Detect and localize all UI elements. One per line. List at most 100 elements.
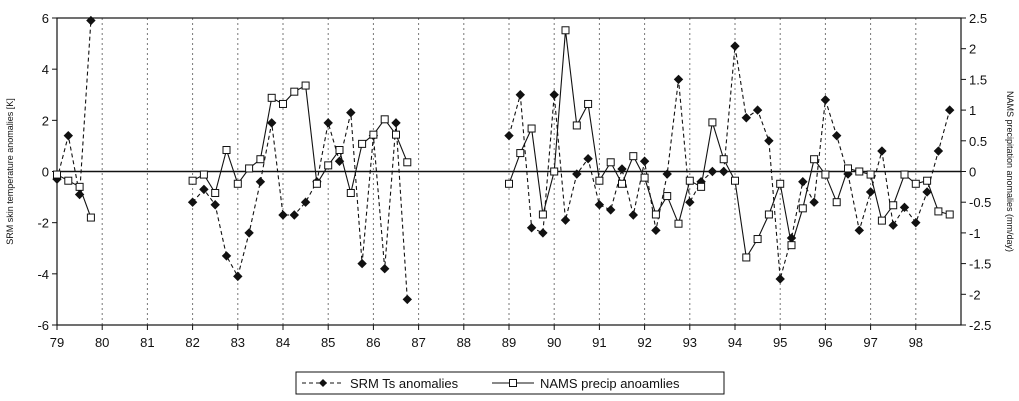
srm-data-point (854, 225, 865, 236)
nams-data-point (866, 170, 875, 179)
x-tick-label: 90 (547, 335, 561, 350)
x-tick-label: 82 (185, 335, 199, 350)
nams-data-point (798, 204, 807, 213)
nams-data-point (618, 179, 626, 188)
nams-data-point (245, 164, 254, 173)
nams-data-point (911, 179, 920, 188)
nams-data-point (595, 176, 604, 185)
nams-data-point (335, 146, 344, 155)
srm-data-point (605, 205, 616, 215)
nams-data-point (923, 176, 932, 185)
y-tick-label: 6 (42, 11, 49, 26)
nams-data-point (550, 167, 559, 176)
srm-data-point (526, 223, 537, 233)
srm-data-point (357, 258, 367, 269)
srm-data-point (899, 202, 910, 213)
nams-data-point (651, 210, 660, 219)
nams-data-point (527, 124, 536, 133)
srm-data-point (820, 95, 831, 105)
nams-data-point (75, 182, 84, 191)
nams-data-point (731, 176, 739, 185)
y2-tick-label: -1 (969, 226, 981, 241)
x-tick-label: 83 (231, 335, 245, 350)
nams-data-point (685, 176, 694, 185)
nams-data-point (369, 130, 378, 139)
srm-data-point (63, 130, 74, 141)
srm-data-point (673, 74, 684, 85)
x-tick-label: 85 (321, 335, 335, 350)
srm-data-point (515, 90, 526, 100)
nams-data-point (516, 149, 525, 158)
srm-data-point (402, 294, 413, 305)
nams-data-point (312, 179, 321, 188)
y2-tick-label: 2 (969, 42, 976, 57)
nams-data-point (380, 115, 389, 124)
srm-data-point (944, 105, 955, 115)
y-tick-label: 0 (42, 165, 49, 180)
nams-data-point (855, 167, 864, 176)
x-tick-label: 91 (592, 335, 606, 350)
y2-tick-label: 0.5 (969, 134, 987, 149)
srm-data-point (617, 164, 627, 174)
nams-data-point (279, 99, 287, 108)
srm-data-point (831, 130, 842, 141)
nams-data-point (267, 93, 276, 102)
x-tick-label: 89 (502, 335, 516, 350)
x-tick-label: 88 (457, 335, 471, 350)
y2-tick-label: -0.5 (969, 195, 991, 210)
x-tick-label: 84 (276, 335, 290, 350)
srm-data-point (233, 271, 243, 282)
nams-data-point (538, 210, 547, 219)
nams-data-point (832, 198, 841, 207)
nams-data-point (324, 161, 333, 170)
nams-data-point (719, 155, 728, 164)
srm-data-point (764, 136, 774, 146)
srm-data-point (933, 146, 944, 156)
legend-label-nams: NAMS precip anoamlies (540, 376, 680, 391)
srm-data-point (922, 187, 932, 197)
nams-data-point (346, 188, 355, 197)
x-tick-label: 93 (683, 335, 697, 350)
srm-data-point (741, 113, 752, 123)
y2-tick-label: 1.5 (969, 72, 987, 87)
srm-data-point (86, 15, 96, 26)
nams-data-point (629, 152, 638, 161)
srm-data-point (560, 215, 571, 225)
nams-data-point (222, 146, 231, 155)
legend-label-srm: SRM Ts anomalies (350, 376, 459, 391)
y2-tick-label: 0 (969, 165, 976, 180)
nams-data-point (392, 130, 400, 139)
nams-series-line (508, 30, 950, 260)
nams-data-point (764, 210, 773, 219)
x-tick-label: 97 (863, 335, 877, 350)
nams-data-point (233, 179, 242, 188)
srm-data-point (278, 210, 288, 220)
legend-marker-nams (509, 379, 517, 387)
srm-series-line (56, 20, 92, 195)
nams-data-point (211, 188, 220, 197)
nams-data-point (199, 170, 208, 179)
nams-data-point (301, 81, 310, 90)
srm-data-point (187, 197, 198, 207)
srm-series-line (508, 46, 951, 280)
srm-data-point (221, 251, 232, 261)
nams-data-point (188, 176, 197, 185)
nams-data-point (877, 216, 886, 225)
srm-data-point (583, 154, 593, 164)
srm-data-point (775, 274, 785, 284)
y-tick-label: 2 (42, 113, 49, 128)
nams-data-point (889, 201, 898, 210)
nams-data-point (934, 207, 943, 216)
nams-data-point (505, 179, 513, 188)
nams-series-line (56, 174, 92, 218)
nams-data-point (256, 155, 265, 164)
y-tick-label: -4 (37, 267, 49, 282)
srm-data-point (266, 118, 277, 128)
nams-data-point (674, 219, 683, 228)
srm-data-point (877, 146, 887, 156)
nams-data-point (945, 210, 954, 219)
srm-data-point (244, 228, 254, 238)
nams-data-point (663, 192, 672, 201)
srm-data-point (391, 118, 401, 128)
